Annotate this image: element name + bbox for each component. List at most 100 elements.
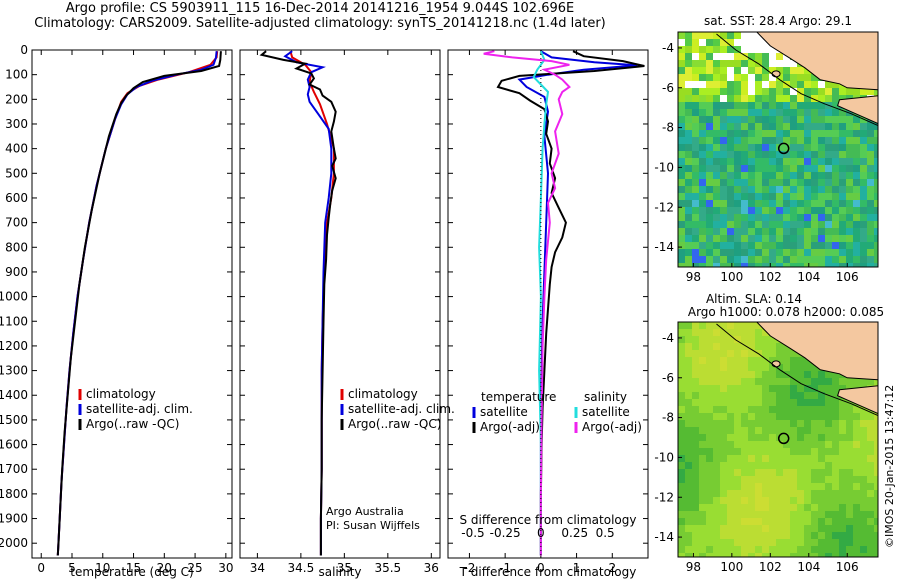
map-cell [860, 200, 867, 207]
map-cell [678, 497, 685, 504]
map-cell [804, 539, 811, 546]
map-cell [713, 448, 720, 455]
map-cell [874, 469, 878, 476]
map-cell [720, 95, 727, 102]
map-cell [720, 81, 727, 88]
map-cell [713, 434, 720, 441]
x-tick-label: 1 [573, 561, 581, 575]
map-cell [720, 74, 727, 81]
map-cell [832, 221, 839, 228]
map-cell [797, 130, 804, 137]
map-cell [720, 207, 727, 214]
map-cell [692, 462, 699, 469]
map-cell [734, 123, 741, 130]
map-cell [804, 130, 811, 137]
map-cell [769, 434, 776, 441]
map-cell [699, 532, 706, 539]
map-cell [762, 74, 769, 81]
map-cell [846, 525, 853, 532]
series-group-T [56, 51, 222, 556]
map-cell [762, 151, 769, 158]
map-cell [853, 88, 860, 95]
map-cell [692, 193, 699, 200]
map-cell [818, 249, 825, 256]
map-cell [685, 123, 692, 130]
map-cell [692, 476, 699, 483]
map-cell [867, 378, 874, 385]
map-cell [692, 207, 699, 214]
map-cell [678, 525, 685, 532]
legend-label: satellite-adj. clim. [348, 402, 455, 416]
x-tick-label: -2 [463, 561, 475, 575]
map-cell [762, 39, 769, 46]
map-cell [811, 151, 818, 158]
map-cell [783, 364, 790, 371]
map-cell [867, 434, 874, 441]
map-cell [818, 88, 825, 95]
map-cell [860, 130, 867, 137]
map-cell [706, 455, 713, 462]
map-cell [713, 322, 720, 329]
map-cell [825, 263, 832, 267]
map-cell [797, 399, 804, 406]
map-x-tick-label: 98 [686, 560, 701, 574]
map-cell [776, 399, 783, 406]
map-cell [874, 214, 878, 221]
map-cell [692, 46, 699, 53]
map-cell [797, 137, 804, 144]
map-cell [748, 322, 755, 329]
map-cell [734, 462, 741, 469]
map-cell [734, 193, 741, 200]
map-cell [874, 179, 878, 186]
map-cell [783, 235, 790, 242]
map-cell [825, 497, 832, 504]
map-cell [818, 144, 825, 151]
map-cell [734, 497, 741, 504]
map-cell [699, 483, 706, 490]
map-cell [748, 336, 755, 343]
depth-tick-label: 1900 [0, 512, 28, 526]
map-cell [790, 200, 797, 207]
map-y-tick-label: -8 [662, 121, 674, 135]
map-cell [678, 186, 685, 193]
map-cell [776, 420, 783, 427]
map-cell [818, 553, 825, 557]
map-cell [699, 221, 706, 228]
map-cell [839, 511, 846, 518]
map-cell [804, 448, 811, 455]
map-cell [853, 144, 860, 151]
map-cell [678, 228, 685, 235]
map-cell [846, 406, 853, 413]
map-cell [818, 102, 825, 109]
map-cell [769, 207, 776, 214]
map-cell [755, 511, 762, 518]
map-cell [790, 420, 797, 427]
depth-tick-label: 1700 [0, 462, 28, 476]
map-cell [874, 476, 878, 483]
map-cell [706, 137, 713, 144]
map-cell [790, 504, 797, 511]
map-cell [776, 102, 783, 109]
map-cell [762, 329, 769, 336]
map-cell [741, 60, 748, 67]
map-cell [797, 490, 804, 497]
map-cell [783, 413, 790, 420]
map-cell [692, 137, 699, 144]
map-cell [825, 130, 832, 137]
map-cell [853, 406, 860, 413]
map-cell [769, 179, 776, 186]
map-cell [727, 200, 734, 207]
map-cell [755, 74, 762, 81]
map-cell [713, 357, 720, 364]
map-cell [825, 532, 832, 539]
map-cell [755, 109, 762, 116]
map-cell [692, 67, 699, 74]
map-y-tick-label: -12 [654, 490, 674, 504]
map-cell [797, 242, 804, 249]
map-cell [678, 504, 685, 511]
map-cell [713, 67, 720, 74]
map-cell [727, 172, 734, 179]
map-cell [692, 364, 699, 371]
map-cell [692, 200, 699, 207]
map-cell [860, 420, 867, 427]
